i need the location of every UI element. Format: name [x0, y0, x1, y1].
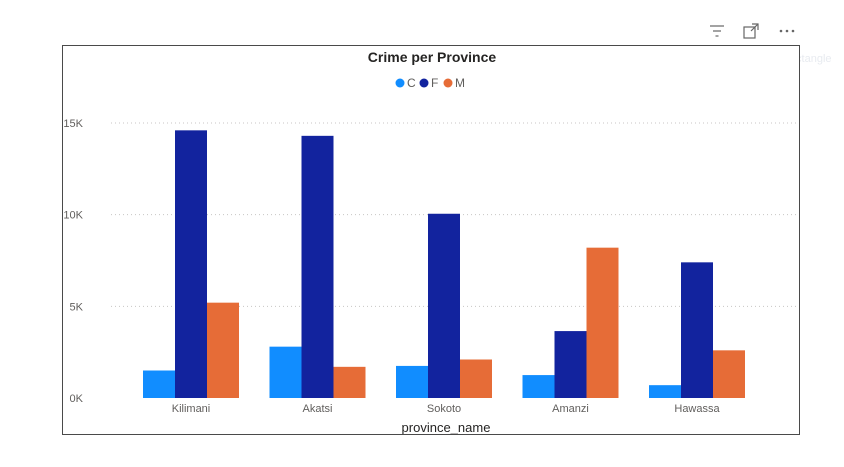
bar-hawassa-f[interactable]	[681, 262, 713, 398]
bar-kilimani-c[interactable]	[143, 370, 175, 399]
legend-item-f[interactable]: F	[419, 76, 439, 90]
more-options-icon[interactable]	[776, 20, 798, 42]
legend-marker	[443, 78, 453, 88]
bar-amanzi-m[interactable]	[586, 247, 619, 398]
bar-amanzi-f[interactable]	[554, 331, 587, 398]
bar-kilimani-m[interactable]	[207, 302, 239, 398]
bar-sokoto-c[interactable]	[396, 365, 428, 398]
y-tick-label: 0K	[70, 393, 84, 405]
legend-label: M	[455, 76, 465, 90]
y-axis: 0K 5K 10K 15K	[63, 118, 83, 405]
bar-hawassa-c[interactable]	[649, 385, 681, 398]
bar-amanzi-c[interactable]	[522, 375, 555, 398]
bar-sokoto-f[interactable]	[428, 213, 460, 398]
bar-kilimani-f[interactable]	[175, 130, 207, 398]
legend-item-c[interactable]: C	[395, 76, 417, 90]
chart-title: Crime per Province	[368, 49, 497, 65]
bar-akatsi-c[interactable]	[269, 346, 302, 398]
x-tick-label: Amanzi	[552, 403, 589, 415]
y-tick-label: 10K	[63, 210, 83, 222]
legend-label: F	[431, 76, 438, 90]
bar-chart: Crime per Province C F M 0K 5K 10K 15K Kilima…	[63, 49, 799, 434]
x-axis: Kilimani Akatsi Sokoto Amanzi Hawassa	[172, 403, 721, 415]
x-tick-label: Akatsi	[303, 403, 333, 415]
legend-marker	[419, 78, 429, 88]
legend-item-m[interactable]: M	[443, 76, 466, 90]
legend-marker	[395, 78, 405, 88]
x-tick-label: Hawassa	[674, 403, 720, 415]
bar-akatsi-m[interactable]	[333, 366, 366, 398]
focus-mode-icon[interactable]	[740, 20, 762, 42]
bar-akatsi-f[interactable]	[301, 135, 334, 398]
bar-hawassa-m[interactable]	[713, 350, 745, 398]
x-tick-label: Kilimani	[172, 403, 211, 415]
x-axis-title: province_name	[402, 420, 491, 434]
y-tick-label: 5K	[70, 301, 84, 313]
chart-visual[interactable]: Crime per Province C F M 0K 5K 10K 15K Kilima…	[62, 45, 800, 435]
y-tick-label: 15K	[63, 118, 83, 130]
bar-sokoto-m[interactable]	[460, 359, 492, 399]
visual-header	[700, 20, 810, 44]
bars	[143, 130, 745, 398]
filter-icon[interactable]	[706, 20, 728, 42]
legend-label: C	[407, 76, 416, 90]
x-tick-label: Sokoto	[427, 403, 461, 415]
